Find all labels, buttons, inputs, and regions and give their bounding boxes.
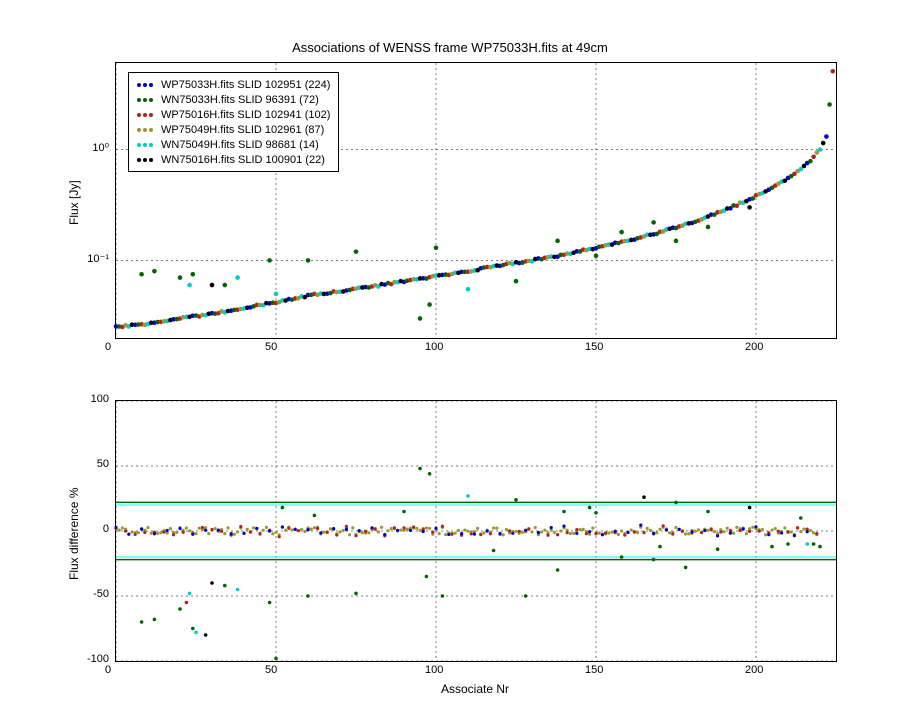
legend-marker-icon <box>143 98 147 102</box>
legend-marker-icon <box>143 128 147 132</box>
fluxdiff-plot-ylabel: Flux difference % <box>67 488 81 581</box>
legend-marker-icon <box>137 143 141 147</box>
x-tick-label: 0 <box>105 341 111 353</box>
legend-marker-icon <box>149 128 153 132</box>
y-tick-label: -50 <box>93 588 109 600</box>
y-tick-label: 100 <box>91 393 109 405</box>
legend-label: WP75033H.fits SLID 102951 (224) <box>161 79 330 91</box>
x-tick-label: 150 <box>585 341 603 353</box>
legend-label: WN75016H.fits SLID 100901 (22) <box>161 154 325 166</box>
legend-label: WP75049H.fits SLID 102961 (87) <box>161 124 324 136</box>
fluxdiff-plot <box>115 400 837 662</box>
x-tick-label: 150 <box>585 664 603 676</box>
y-tick-label: 10⁻¹ <box>87 252 109 265</box>
x-tick-label: 200 <box>745 664 763 676</box>
legend-marker-icon <box>143 83 147 87</box>
legend-item: WN75016H.fits SLID 100901 (22) <box>137 152 330 167</box>
legend-marker-icon <box>149 158 153 162</box>
legend-item: WN75033H.fits SLID 96391 (72) <box>137 92 330 107</box>
x-tick-label: 100 <box>425 341 443 353</box>
y-tick-label: 10⁰ <box>92 141 109 154</box>
x-tick-label: 100 <box>425 664 443 676</box>
legend-marker-icon <box>137 128 141 132</box>
y-tick-label: 0 <box>103 523 109 535</box>
x-tick-label: 50 <box>265 664 277 676</box>
legend-label: WN75033H.fits SLID 96391 (72) <box>161 94 319 106</box>
legend-marker-icon <box>137 158 141 162</box>
legend-marker-icon <box>143 113 147 117</box>
x-axis-label: Associate Nr <box>115 682 835 696</box>
legend-marker-icon <box>137 83 141 87</box>
x-tick-label: 200 <box>745 341 763 353</box>
legend-marker-icon <box>149 113 153 117</box>
legend-item: WP75049H.fits SLID 102961 (87) <box>137 122 330 137</box>
legend-marker-icon <box>149 83 153 87</box>
y-tick-label: 50 <box>97 458 109 470</box>
legend-marker-icon <box>143 158 147 162</box>
legend-marker-icon <box>137 98 141 102</box>
chart-title: Associations of WENSS frame WP75033H.fit… <box>0 40 900 55</box>
legend-item: WP75033H.fits SLID 102951 (224) <box>137 77 330 92</box>
x-tick-label: 50 <box>265 341 277 353</box>
legend-item: WN75049H.fits SLID 98681 (14) <box>137 137 330 152</box>
legend-marker-icon <box>149 143 153 147</box>
legend-label: WP75016H.fits SLID 102941 (102) <box>161 109 330 121</box>
x-tick-label: 0 <box>105 664 111 676</box>
legend: WP75033H.fits SLID 102951 (224) WN75033H.… <box>128 72 339 172</box>
legend-item: WP75016H.fits SLID 102941 (102) <box>137 107 330 122</box>
y-tick-label: -100 <box>87 653 109 665</box>
legend-label: WN75049H.fits SLID 98681 (14) <box>161 139 319 151</box>
legend-marker-icon <box>137 113 141 117</box>
flux-plot-ylabel: Flux [Jy] <box>67 180 81 225</box>
legend-marker-icon <box>143 143 147 147</box>
legend-marker-icon <box>149 98 153 102</box>
